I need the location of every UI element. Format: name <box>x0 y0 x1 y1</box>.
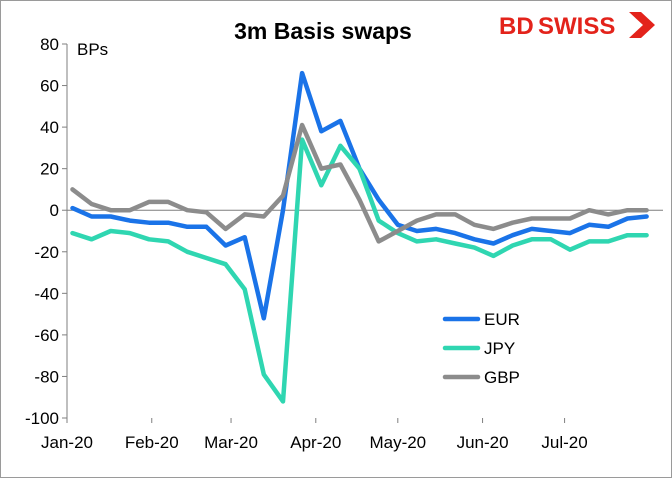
y-tick-label: -80 <box>34 367 59 386</box>
y-tick-label: -40 <box>34 284 59 303</box>
series-line-gbp <box>70 122 649 244</box>
series-lines <box>70 70 649 404</box>
x-tick-label: Feb-20 <box>125 433 179 452</box>
x-axis: Jan-20 Feb-20 Mar-20 Apr-20 May-20 Jun-20 Jul-… <box>41 209 663 452</box>
x-tick-label: Jul-20 <box>541 433 587 452</box>
y-tick-label: 40 <box>40 118 59 137</box>
y-tick-label: 20 <box>40 160 59 179</box>
legend: EUR JPY GBP <box>442 310 520 387</box>
y-tick-label: 80 <box>40 35 59 54</box>
legend-label-eur: EUR <box>484 310 520 329</box>
x-tick-label: Jan-20 <box>41 433 93 452</box>
y-axis: 80 60 40 20 0 -20 -40 -60 -80 -100 <box>25 35 68 428</box>
y-tick-label: -60 <box>34 326 59 345</box>
logo-arrow-icon <box>629 12 655 38</box>
chart-title: 3m Basis swaps <box>234 18 412 44</box>
series-line-jpy <box>70 137 649 404</box>
x-tick-label: May-20 <box>369 433 426 452</box>
logo-text-swiss: SWISS <box>538 13 615 40</box>
unit-label: BPs <box>77 40 108 59</box>
x-tick-label: Mar-20 <box>204 433 258 452</box>
y-tick-label: -20 <box>34 243 59 262</box>
y-tick-label: 0 <box>50 201 59 220</box>
legend-label-gbp: GBP <box>484 368 520 387</box>
x-tick-label: Jun-20 <box>457 433 509 452</box>
brand-logo: BD SWISS <box>499 12 655 40</box>
x-tick-label: Apr-20 <box>290 433 341 452</box>
legend-label-jpy: JPY <box>484 339 515 358</box>
y-tick-label: -100 <box>25 409 59 428</box>
logo-text-bd: BD <box>499 13 534 40</box>
y-tick-label: 60 <box>40 77 59 96</box>
